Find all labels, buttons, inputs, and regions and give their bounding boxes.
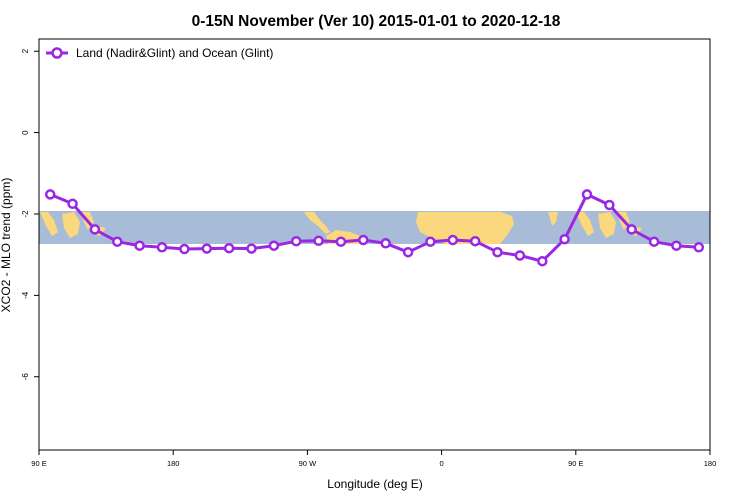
legend: Land (Nadir&Glint) and Ocean (Glint) bbox=[46, 46, 273, 60]
data-point bbox=[67, 198, 78, 210]
legend-label: Land (Nadir&Glint) and Ocean (Glint) bbox=[76, 46, 273, 60]
data-point bbox=[335, 236, 347, 247]
land-central-america bbox=[304, 212, 330, 234]
data-point bbox=[134, 240, 145, 251]
x-tick-label: 90 W bbox=[299, 459, 317, 468]
background-map-strip bbox=[39, 211, 710, 244]
land-sumatra-2 bbox=[576, 212, 594, 236]
data-point bbox=[671, 240, 682, 251]
data-point bbox=[581, 189, 593, 200]
data-point bbox=[313, 235, 324, 247]
plot-frame bbox=[38, 38, 711, 451]
data-point bbox=[201, 243, 213, 254]
data-point bbox=[179, 243, 190, 255]
y-tick-label: -4 bbox=[21, 291, 30, 299]
x-tick-label: 180 bbox=[167, 459, 180, 468]
x-tick-label: 180 bbox=[704, 459, 717, 468]
y-axis: 2 0 -2 -4 -6 bbox=[21, 48, 39, 380]
land-borneo-2 bbox=[598, 212, 616, 238]
y-tick-label: -6 bbox=[21, 373, 30, 381]
data-point bbox=[402, 246, 414, 258]
chart-title: 0-15N November (Ver 10) 2015-01-01 to 20… bbox=[192, 13, 561, 30]
data-point bbox=[246, 243, 257, 254]
data-point bbox=[156, 242, 168, 253]
data-point bbox=[112, 236, 123, 247]
data-point bbox=[44, 189, 56, 200]
data-point bbox=[514, 250, 526, 261]
ocean-band bbox=[39, 211, 710, 244]
x-tick-label: 90 E bbox=[568, 459, 583, 468]
data-point bbox=[604, 199, 615, 211]
data-point bbox=[290, 235, 302, 247]
x-tick-label: 0 bbox=[440, 459, 444, 468]
land-africa bbox=[416, 212, 514, 244]
data-point bbox=[268, 240, 280, 251]
data-point bbox=[693, 242, 705, 253]
x-tick-label: 90 E bbox=[31, 459, 46, 468]
x-axis-label: Longitude (deg E) bbox=[327, 477, 422, 491]
data-point bbox=[626, 224, 637, 235]
data-point bbox=[223, 242, 235, 254]
y-tick-label: 0 bbox=[21, 130, 30, 135]
y-axis-label: XCO2 - MLO trend (ppm) bbox=[0, 178, 13, 313]
data-point bbox=[469, 235, 481, 247]
land-masses bbox=[40, 212, 642, 244]
data-point bbox=[559, 233, 570, 245]
data-point bbox=[380, 238, 391, 249]
data-point bbox=[89, 224, 101, 235]
series-layer bbox=[44, 189, 705, 267]
legend-marker bbox=[51, 47, 63, 59]
data-point bbox=[492, 246, 503, 258]
data-point bbox=[537, 255, 548, 267]
data-point bbox=[447, 234, 459, 246]
land-borneo bbox=[62, 212, 80, 238]
land-sumatra bbox=[40, 212, 58, 236]
land-india bbox=[548, 212, 558, 226]
y-tick-label: -2 bbox=[21, 210, 30, 218]
data-point bbox=[358, 234, 369, 246]
data-point bbox=[648, 236, 660, 247]
x-axis: 90 E 180 90 W 0 90 E 180 bbox=[31, 450, 716, 468]
data-point bbox=[425, 236, 436, 247]
y-tick-label: 2 bbox=[21, 48, 30, 53]
